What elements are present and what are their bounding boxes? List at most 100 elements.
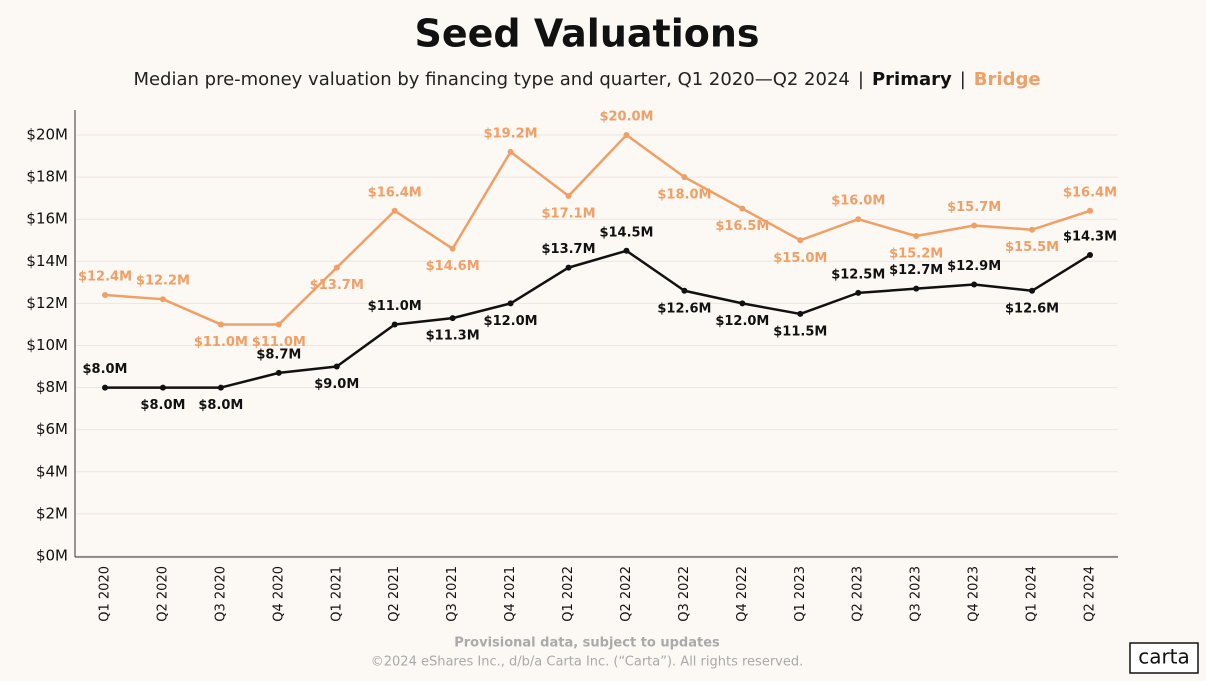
x-tick-label: Q1 2024	[1025, 566, 1040, 622]
data-point	[449, 245, 456, 252]
data-point	[391, 321, 398, 328]
data-point	[102, 291, 108, 298]
data-label: $15.5M	[1005, 240, 1059, 255]
x-tick-label: Q4 2022	[735, 566, 750, 622]
x-tick-label: Q4 2020	[271, 566, 286, 622]
data-label: $14.3M	[1063, 229, 1117, 244]
y-tick-label: $4M	[36, 462, 68, 480]
data-label: $8.7M	[256, 347, 301, 362]
y-tick-label: $16M	[26, 210, 68, 228]
legend-separator: |	[858, 69, 864, 90]
data-point	[1087, 207, 1093, 214]
data-point	[855, 216, 862, 223]
data-label: $17.1M	[541, 207, 595, 222]
data-label: $20.0M	[599, 110, 653, 125]
data-label: $12.9M	[947, 259, 1001, 274]
data-point	[1029, 287, 1036, 294]
data-label: $12.6M	[657, 301, 711, 316]
data-point	[681, 174, 688, 181]
series-line	[104, 133, 1091, 326]
y-tick-label: $6M	[36, 420, 68, 438]
data-label: $12.2M	[136, 274, 190, 289]
x-tick-label: Q4 2023	[967, 566, 982, 622]
x-tick-label: Q3 2023	[909, 566, 924, 622]
data-point	[623, 247, 630, 254]
chart-subtitle: Median pre-money valuation by financing …	[133, 69, 1040, 90]
data-point	[159, 296, 166, 303]
data-label: $9.0M	[314, 377, 359, 392]
data-label: $8.0M	[140, 398, 185, 413]
x-tick-label: Q1 2023	[793, 566, 808, 622]
data-label: $13.7M	[541, 242, 595, 257]
data-label: $12.6M	[1005, 301, 1059, 316]
data-point	[333, 264, 340, 271]
data-point	[159, 384, 166, 391]
data-point	[449, 315, 456, 322]
data-label: $14.5M	[599, 225, 653, 240]
data-label: $14.6M	[426, 259, 480, 274]
data-point	[565, 193, 572, 200]
x-tick-label: Q2 2020	[155, 566, 170, 622]
data-label: $12.7M	[889, 263, 943, 278]
data-point	[797, 310, 804, 317]
x-tick-label: Q2 2023	[851, 566, 866, 622]
data-label: $13.7M	[310, 278, 364, 293]
data-label: $11.0M	[252, 335, 306, 350]
data-point	[565, 264, 572, 271]
x-tick-label: Q2 2024	[1083, 566, 1098, 622]
x-tick-label: Q1 2022	[561, 566, 576, 622]
data-label: $16.5M	[715, 219, 769, 234]
data-point	[102, 384, 108, 391]
copyright: ©2024 eShares Inc., d/b/a Carta Inc. (“C…	[371, 655, 804, 670]
data-point	[1029, 226, 1036, 233]
x-tick-label: Q3 2020	[213, 566, 228, 622]
chart-title: Seed Valuations	[414, 12, 759, 56]
data-label: $15.2M	[889, 247, 943, 262]
data-point	[913, 233, 920, 240]
data-label: $11.0M	[368, 299, 422, 314]
data-point	[217, 384, 224, 391]
data-point	[971, 222, 978, 229]
data-point	[507, 148, 514, 155]
data-point	[333, 363, 340, 370]
data-point	[507, 300, 514, 307]
y-tick-label: $10M	[26, 336, 68, 354]
subtitle-text: Median pre-money valuation by financing …	[133, 69, 849, 90]
data-label: $15.0M	[773, 251, 827, 266]
data-label: $12.5M	[831, 267, 885, 282]
y-tick-label: $20M	[26, 126, 68, 144]
data-label: $12.0M	[484, 314, 538, 329]
data-label: $8.0M	[198, 398, 243, 413]
logo-box	[1129, 642, 1199, 674]
data-label: $15.7M	[947, 200, 1001, 215]
series-line	[105, 249, 1091, 389]
data-label: $18.0M	[657, 188, 711, 203]
x-tick-label: Q3 2021	[445, 566, 460, 622]
legend-entry: Bridge	[974, 69, 1041, 90]
data-label: $11.3M	[426, 329, 480, 344]
y-tick-label: $18M	[26, 168, 68, 186]
legend-entry: Primary	[872, 69, 952, 90]
data-label: $16.4M	[368, 185, 422, 200]
data-label: $11.5M	[773, 324, 827, 339]
x-tick-label: Q4 2021	[503, 566, 518, 622]
x-tick-label: Q2 2021	[387, 566, 402, 622]
data-point	[913, 285, 920, 292]
data-point	[739, 205, 746, 212]
x-tick-label: Q2 2022	[619, 566, 634, 622]
data-label: $16.4M	[1063, 185, 1117, 200]
data-label: $11.0M	[194, 335, 248, 350]
data-label: $12.0M	[715, 314, 769, 329]
x-tick-label: Q1 2021	[329, 566, 344, 622]
data-label: $16.0M	[831, 194, 885, 209]
y-tick-label: $8M	[36, 378, 68, 396]
x-tick-label: Q1 2020	[98, 566, 113, 622]
data-point	[681, 287, 688, 294]
y-tick-label: $14M	[26, 252, 68, 270]
legend-separator: |	[960, 69, 966, 90]
data-point	[855, 289, 862, 296]
logo: carta	[1138, 645, 1190, 669]
data-label: $12.4M	[78, 269, 132, 284]
